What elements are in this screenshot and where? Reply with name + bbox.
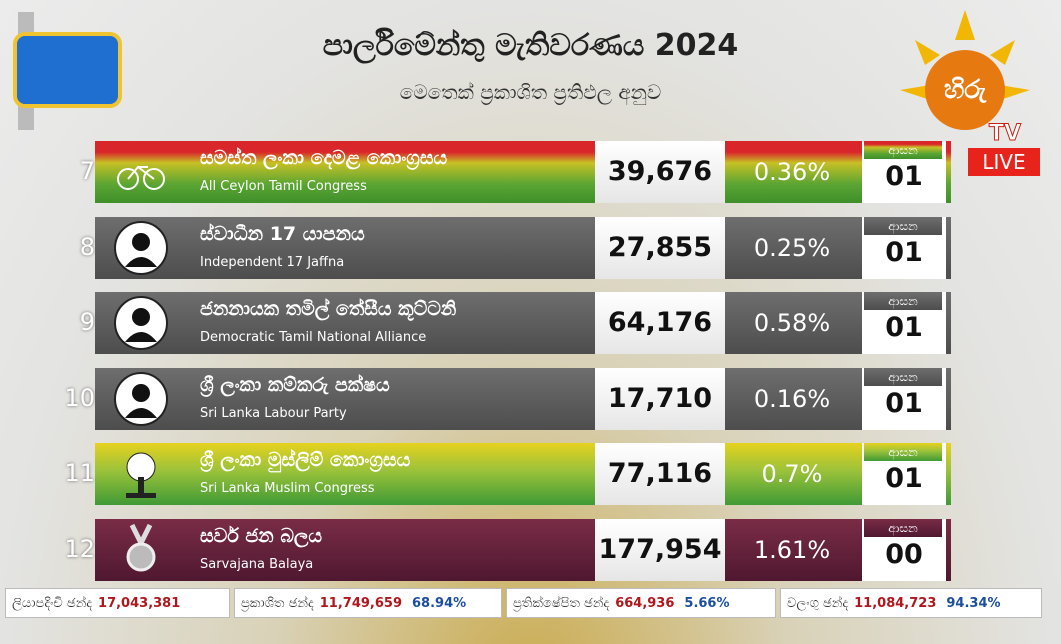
party-symbol [100, 216, 182, 279]
rank: 12 [64, 534, 95, 563]
party-symbol [100, 443, 182, 505]
seats-label: ආසන [864, 518, 942, 537]
vote-count: 17,710 [595, 367, 725, 430]
party-name-sinhala: සර්ව ජන බලය [200, 524, 323, 547]
summary-label: ලියාපදිංචි ඡන්ද [12, 596, 93, 611]
party-name-sinhala: ශ්‍රී ලංකා කම්කරු පක්ෂය [200, 373, 390, 396]
summary-value: 11,749,659 [319, 596, 402, 611]
party-name: ශ්‍රී ලංකා මුස්ලිම් කොංග්‍රසය Sri Lanka M… [190, 443, 592, 505]
rank: 11 [64, 459, 95, 487]
party-name-sinhala: ස්වාධීන 17 යාපනය [200, 222, 365, 245]
party-name-english: Sri Lanka Muslim Congress [200, 481, 375, 496]
symbol-graphic [126, 523, 156, 571]
tv-label: TV [989, 121, 1021, 146]
seats-count: 01 [885, 463, 923, 494]
symbol-graphic [126, 452, 156, 498]
vote-count: 64,176 [595, 292, 725, 354]
summary-label: වලංගු ඡන්ද [787, 596, 849, 611]
party-symbol [100, 292, 182, 354]
summary-label: ප්‍රතික්ෂේපිත ඡන්ද [513, 596, 610, 611]
seats-label: ආසන [864, 141, 942, 159]
summary-percent: 68.94% [412, 596, 467, 611]
symbol-graphic [114, 220, 168, 275]
seats-box: ආසන 00 [862, 518, 946, 581]
title: පාර්ලිමේන්තු මැතිවරණය 2024 [322, 28, 739, 63]
party-symbol [100, 367, 182, 430]
seats-count: 01 [885, 387, 923, 419]
seats-count: 01 [885, 161, 923, 192]
summary-value: 664,936 [615, 596, 675, 611]
live-label: LIVE [982, 150, 1025, 174]
seats-box: ආසන 01 [862, 216, 946, 279]
vote-count: 77,116 [595, 443, 725, 505]
party-name: ස්වාධීන 17 යාපනය Independent 17 Jaffna [190, 216, 592, 279]
seats-label: ආසන [864, 216, 942, 235]
vote-count: 27,855 [595, 216, 725, 279]
seats-count: 01 [885, 236, 923, 268]
vote-percent: 0.16% [728, 367, 856, 430]
party-name: සමස්ත ලංකා දෙමළ කොංග්‍රසය All Ceylon Tami… [190, 141, 592, 203]
party-symbol [100, 141, 182, 203]
party-name-english: Democratic Tamil National Alliance [200, 330, 427, 345]
seats-box: ආසන 01 [862, 141, 946, 203]
rank: 8 [79, 232, 95, 261]
vote-percent: 0.25% [728, 216, 856, 279]
vote-percent: 0.36% [728, 141, 856, 203]
seats-box: ආසන 01 [862, 443, 946, 505]
summary-item: ප්‍රතික්ෂේපිත ඡන්ද 664,936 5.66% [506, 588, 776, 618]
summary-item: ලියාපදිංචි ඡන්ද 17,043,381 [5, 588, 230, 618]
rank: 9 [79, 308, 95, 336]
party-name-english: All Ceylon Tamil Congress [200, 179, 367, 194]
summary-value: 11,084,723 [854, 596, 937, 611]
seats-label: ආසන [864, 292, 942, 310]
seats-label: ආසන [864, 443, 942, 461]
vote-count: 39,676 [595, 141, 725, 203]
summary-item: වලංගු ඡන්ද 11,084,723 94.34% [780, 588, 1042, 618]
symbol-graphic [117, 165, 165, 190]
symbol-graphic [114, 371, 168, 426]
left-logo [13, 12, 122, 130]
seats-count: 00 [885, 538, 923, 570]
summary-percent: 5.66% [684, 596, 730, 611]
seats-label: ආසන [864, 367, 942, 386]
symbol-graphic [114, 296, 168, 350]
subtitle: මෙතෙක් ප්‍රකාශිත ප්‍රතිඵල අනුව [399, 80, 662, 104]
vote-percent: 1.61% [728, 518, 856, 581]
party-name-english: Independent 17 Jaffna [200, 254, 345, 270]
party-name-english: Sarvajana Balaya [200, 556, 314, 572]
vote-count: 177,954 [595, 518, 725, 581]
rank: 10 [64, 383, 95, 412]
party-name-sinhala: සමස්ත ලංකා දෙමළ කොංග්‍රසය [200, 147, 448, 169]
channel-name: හිරු [944, 75, 987, 105]
channel-logo: හිරු TV LIVE [900, 10, 1040, 176]
vote-percent: 0.58% [728, 292, 856, 354]
seats-count: 01 [885, 312, 923, 343]
party-symbol [100, 518, 182, 581]
summary-value: 17,043,381 [98, 596, 181, 611]
party-name-sinhala: ශ්‍රී ලංකා මුස්ලිම් කොංග්‍රසය [200, 449, 411, 471]
party-name-sinhala: ජනනායක තමිල් තේසීය කූට්ටනි [200, 298, 457, 320]
vote-percent: 0.7% [728, 443, 856, 505]
summary-percent: 94.34% [946, 596, 1001, 611]
seats-box: ආසන 01 [862, 367, 946, 430]
party-name-english: Sri Lanka Labour Party [200, 405, 347, 421]
summary-item: ප්‍රකාශිත ඡන්ද 11,749,659 68.94% [234, 588, 502, 618]
party-name: සර්ව ජන බලය Sarvajana Balaya [190, 518, 592, 581]
party-name: ජනනායක තමිල් තේසීය කූට්ටනි Democratic Tam… [190, 292, 592, 354]
seats-box: ආසන 01 [862, 292, 946, 354]
rank: 7 [79, 157, 95, 185]
summary-label: ප්‍රකාශිත ඡන්ද [241, 596, 314, 611]
party-name: ශ්‍රී ලංකා කම්කරු පක්ෂය Sri Lanka Labour … [190, 367, 592, 430]
